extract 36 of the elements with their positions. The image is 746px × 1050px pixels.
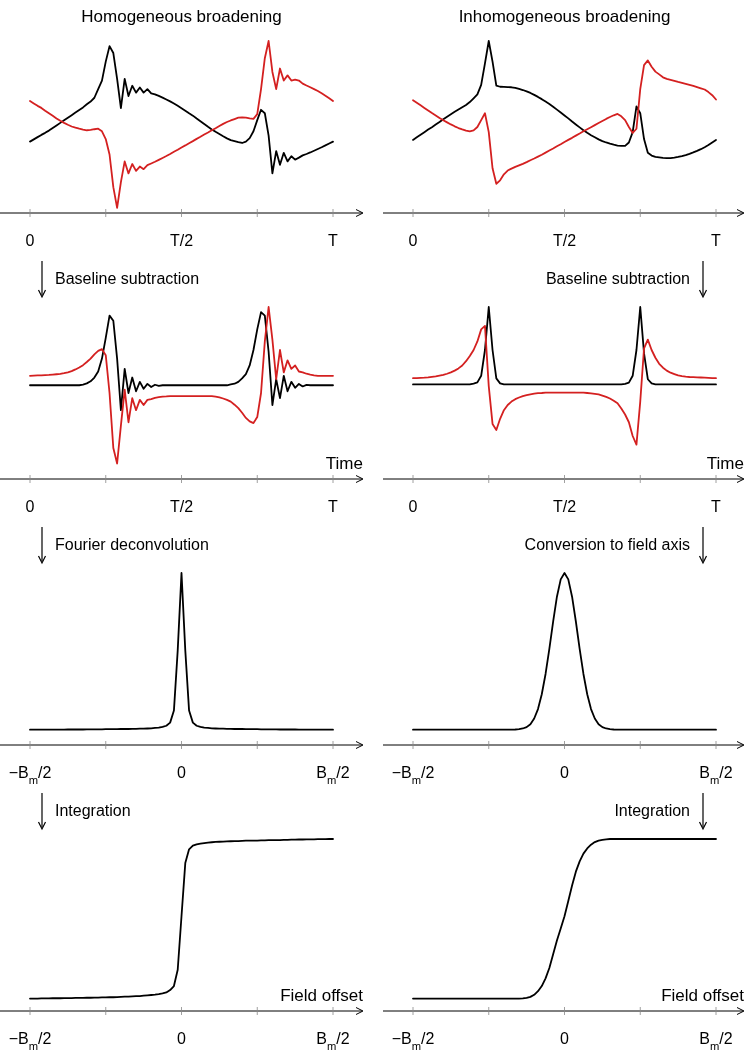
x-tick-label: −B$_{m}$/2 xyxy=(391,764,435,786)
text: Baseline subtraction xyxy=(545,270,690,287)
text: Baseline subtraction xyxy=(55,270,200,287)
x-tick-label: 0 xyxy=(560,1030,570,1047)
x-tick-label: B$_{m}$/2 xyxy=(316,764,350,786)
x-tick-label: 0 xyxy=(177,1030,187,1047)
x-tick-label: T xyxy=(711,232,722,249)
x-axis-title: Time xyxy=(325,454,363,473)
x-tick-label: 0 xyxy=(25,232,35,249)
x-axis-title: Field offset xyxy=(661,986,745,1005)
x-axis-title: Time xyxy=(706,454,744,473)
x-tick-label: 0 xyxy=(408,232,418,249)
x-tick-label: B$_{m}$/2 xyxy=(699,1030,733,1050)
x-tick-label: T/2 xyxy=(552,232,577,249)
x-tick-label: 0 xyxy=(408,498,418,515)
chart-title: Inhomogeneous broadening xyxy=(458,7,671,26)
x-tick-label: −B$_{m}$/2 xyxy=(8,1030,52,1050)
x-tick-label: B$_{m}$/2 xyxy=(316,1030,350,1050)
x-tick-label: 0 xyxy=(25,498,35,515)
text: Integration xyxy=(55,802,131,819)
x-tick-label: T/2 xyxy=(169,498,194,515)
x-tick-label: T xyxy=(328,232,339,249)
x-tick-label: T xyxy=(328,498,339,515)
x-tick-label: T/2 xyxy=(552,498,577,515)
x-tick-label: −B$_{m}$/2 xyxy=(8,764,52,786)
x-tick-label: 0 xyxy=(177,764,187,781)
x-axis-title: Field offset xyxy=(280,986,364,1005)
x-tick-label: T/2 xyxy=(169,232,194,249)
text: Integration xyxy=(614,802,690,819)
text: Fourier deconvolution xyxy=(55,536,209,553)
x-tick-label: 0 xyxy=(560,764,570,781)
chart-title: Homogeneous broadening xyxy=(81,7,282,26)
x-tick-label: B$_{m}$/2 xyxy=(699,764,733,786)
x-tick-label: −B$_{m}$/2 xyxy=(391,1030,435,1050)
x-tick-label: T xyxy=(711,498,722,515)
text: Conversion to field axis xyxy=(524,536,690,553)
